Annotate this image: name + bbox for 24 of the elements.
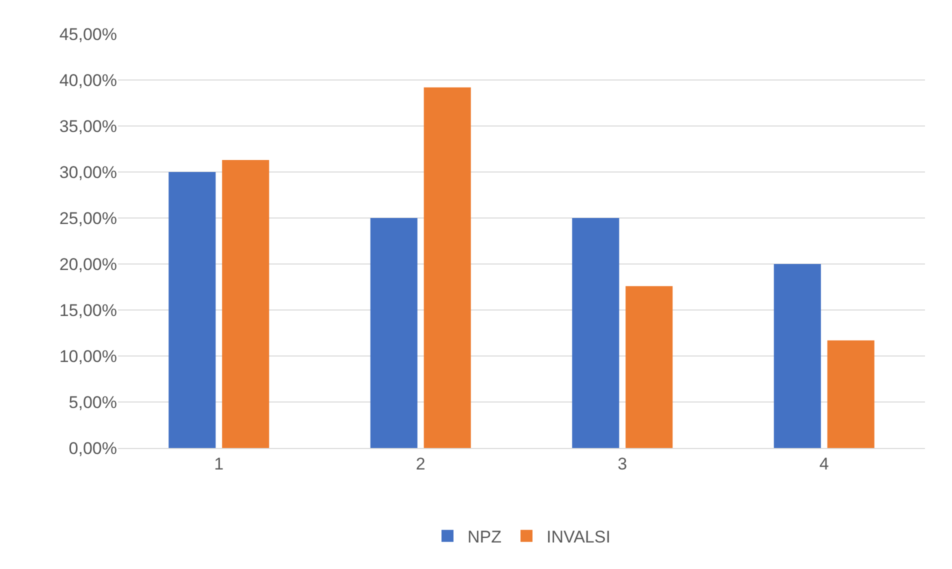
x-tick-label: 1 <box>214 454 224 474</box>
y-tick-label: 40,00% <box>59 70 117 90</box>
bar <box>222 160 270 448</box>
bar <box>370 218 418 448</box>
bar <box>774 264 821 448</box>
y-tick-label: 20,00% <box>59 254 117 274</box>
bar <box>827 340 874 448</box>
legend-label: INVALSI <box>546 528 610 547</box>
legend-label: NPZ <box>468 528 502 547</box>
y-tick-label: 10,00% <box>59 346 117 366</box>
y-tick-label: 0,00% <box>68 438 117 458</box>
x-tick-label: 3 <box>618 454 628 474</box>
bar <box>626 286 673 448</box>
y-tick-label: 5,00% <box>68 392 117 412</box>
y-tick-label: 25,00% <box>59 208 117 228</box>
y-tick-label: 35,00% <box>59 116 117 136</box>
y-tick-label: 15,00% <box>59 300 117 320</box>
y-tick-label: 45,00% <box>59 24 117 44</box>
x-tick-label: 2 <box>416 454 426 474</box>
bar <box>424 87 471 448</box>
bar <box>572 218 620 448</box>
x-tick-label: 4 <box>819 454 829 474</box>
y-tick-label: 30,00% <box>59 162 117 182</box>
bar <box>168 172 216 448</box>
